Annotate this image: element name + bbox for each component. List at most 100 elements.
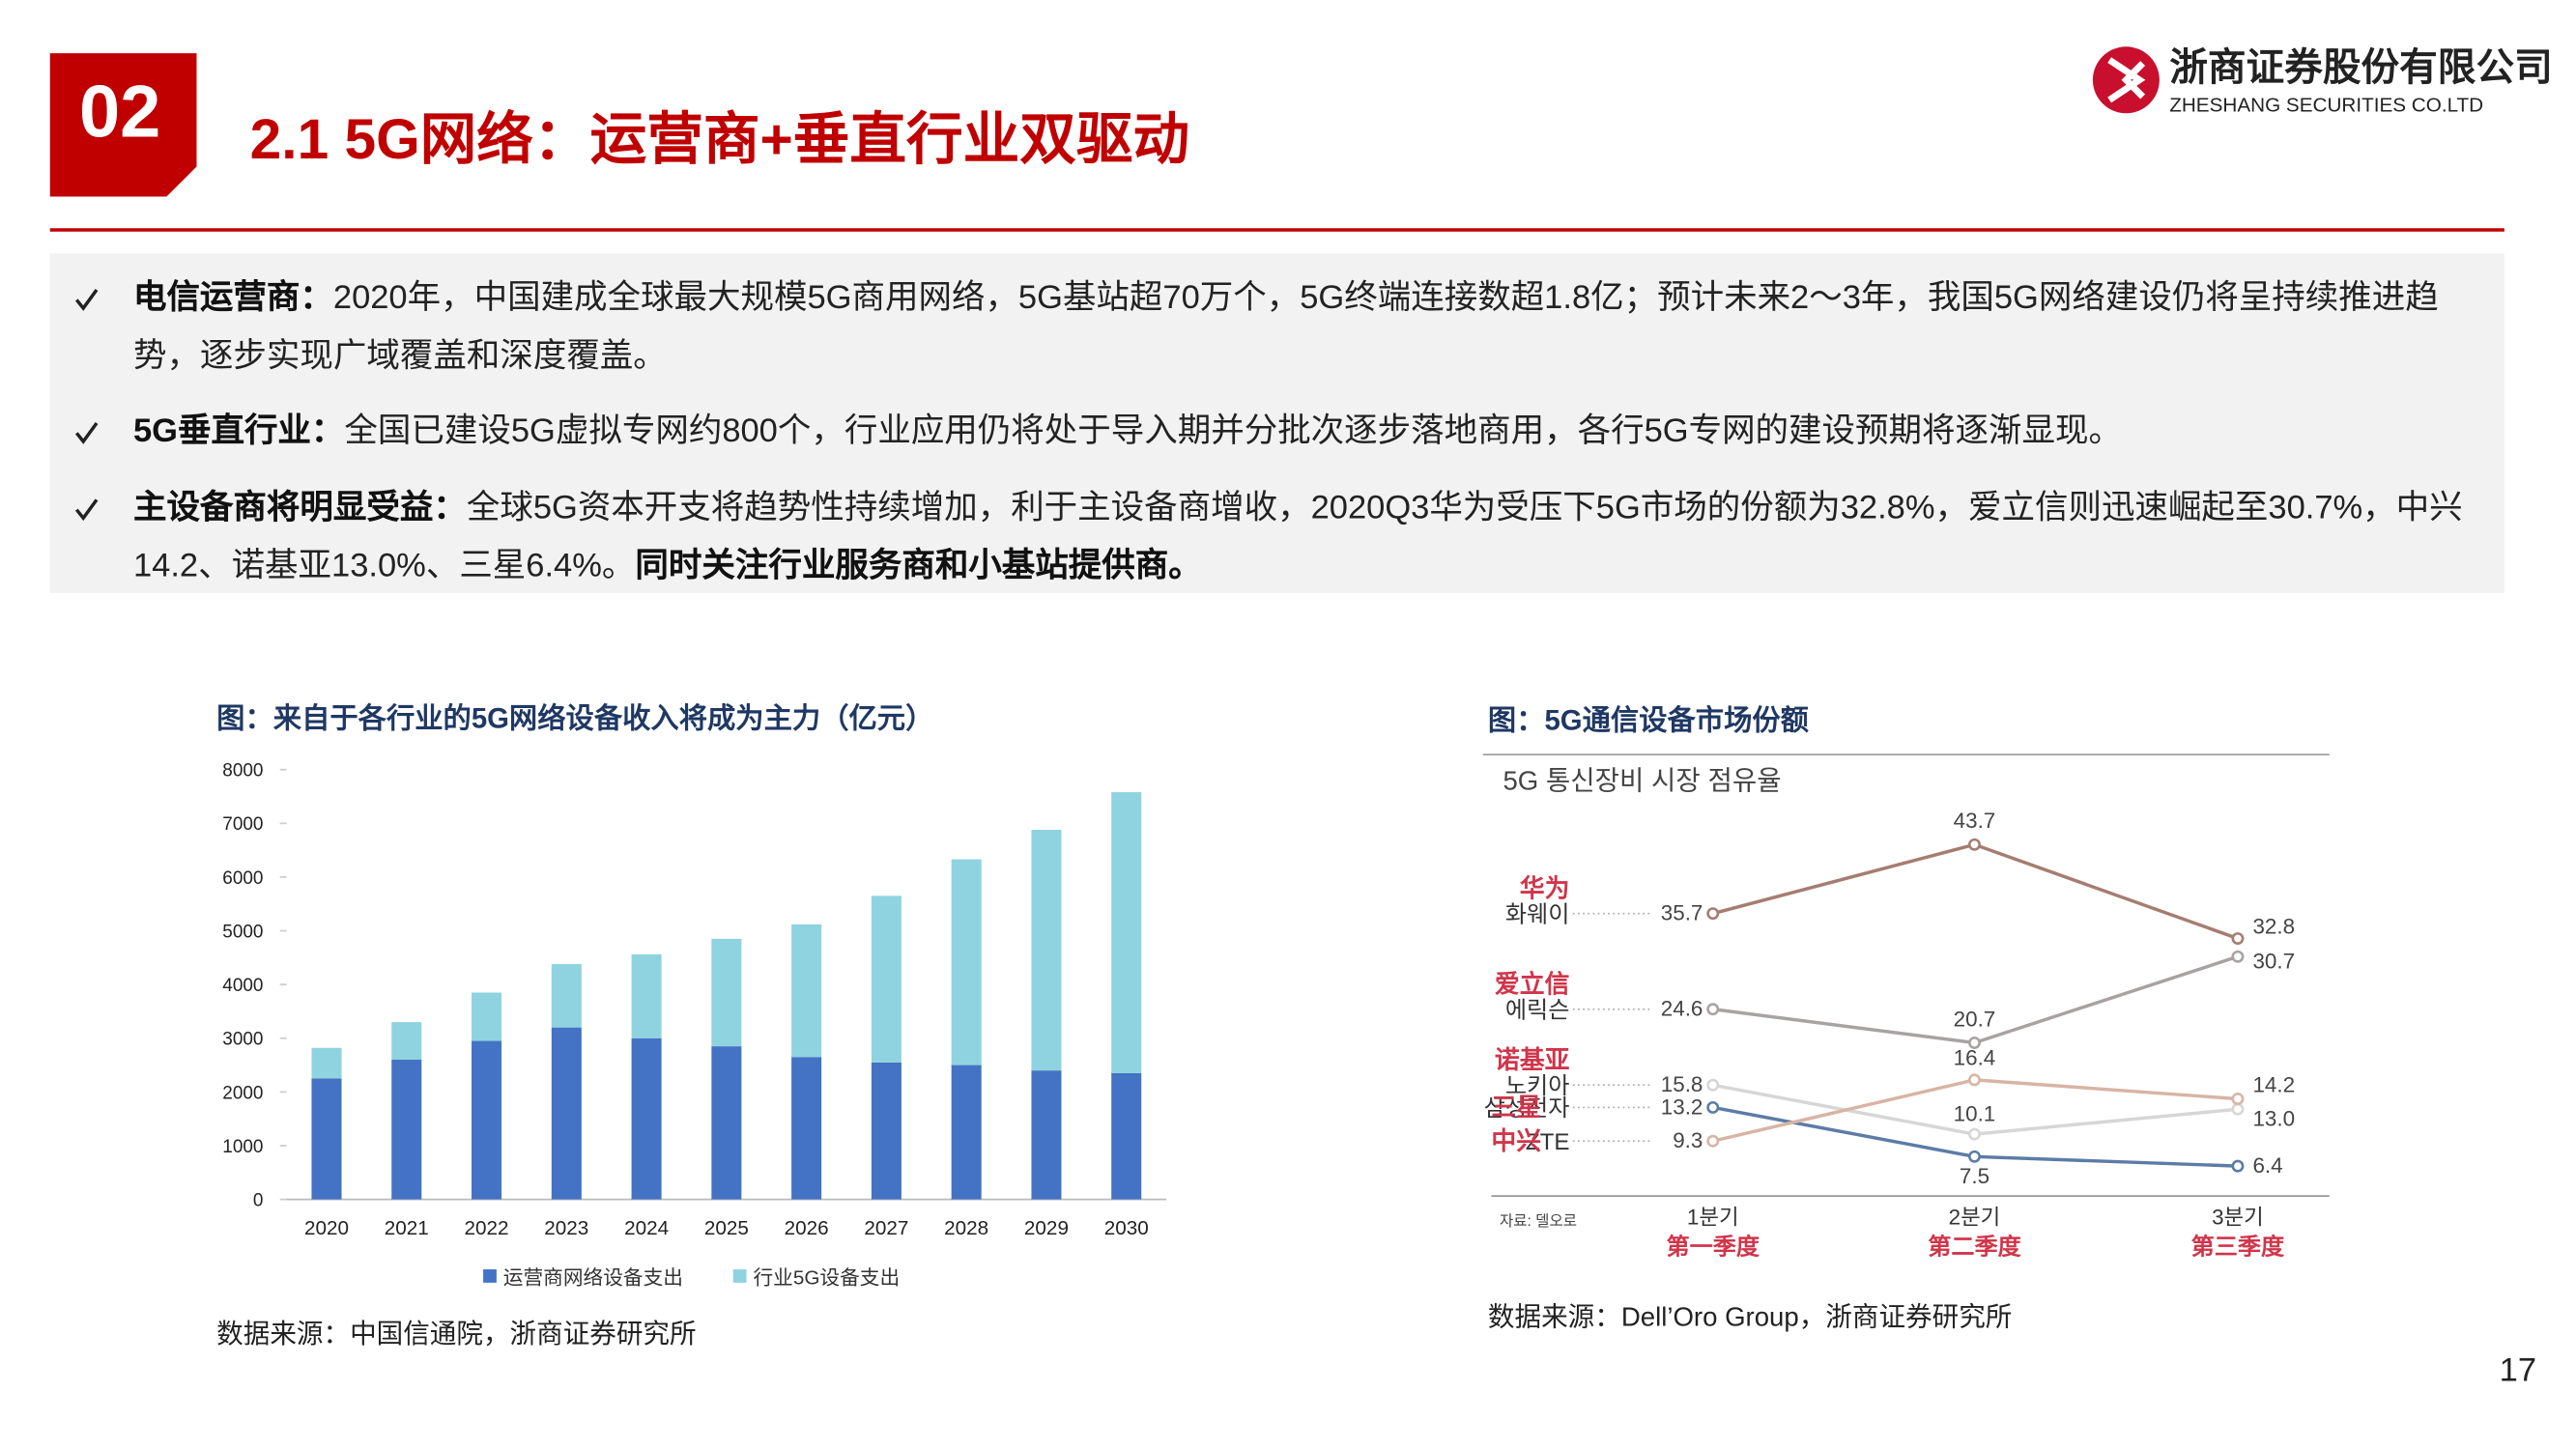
series-translation: 三星 bbox=[1491, 1094, 1541, 1122]
bar-segment bbox=[551, 1027, 582, 1200]
legend-swatch bbox=[483, 1269, 497, 1283]
y-tick-label: 2000 bbox=[222, 1083, 263, 1103]
value-label: 35.7 bbox=[1661, 901, 1703, 925]
x-tick-label: 3분기 bbox=[2212, 1205, 2264, 1229]
point bbox=[2231, 950, 2245, 963]
slide-title: 2.1 5G网络：运营商+垂直行业双驱动 bbox=[249, 108, 1190, 172]
bar-segment bbox=[1031, 1070, 1062, 1200]
y-tick-label: 1000 bbox=[222, 1137, 263, 1157]
point bbox=[1706, 1078, 1720, 1092]
chart-title: 图：5G通信设备市场份额 bbox=[1488, 703, 1810, 736]
bar-segment bbox=[1031, 829, 1062, 1071]
value-label: 15.8 bbox=[1661, 1072, 1703, 1096]
x-tick-label: 2028 bbox=[944, 1217, 988, 1239]
x-tick-label: 2030 bbox=[1104, 1217, 1149, 1239]
bullet-label: 电信运营商： bbox=[132, 279, 333, 317]
x-tick-translation: 第三季度 bbox=[2191, 1234, 2285, 1261]
chart-source: 数据来源：Dell’Oro Group，浙商证券研究所 bbox=[1488, 1302, 2012, 1332]
bar-segment bbox=[871, 895, 902, 1063]
check-stroke bbox=[74, 421, 99, 444]
point bbox=[1968, 1127, 1981, 1141]
value-label: 9.3 bbox=[1673, 1128, 1703, 1152]
bullet: 5G垂直行业：全国已建设5G虚拟专网约800个，行业应用仍将处于导入期并分批次逐… bbox=[133, 403, 2475, 461]
series-name: 노키아 bbox=[1505, 1073, 1570, 1099]
company-cn: 浙商证券股份有限公司 bbox=[2169, 46, 2553, 89]
bar-chart: 图：来自于各行业的5G网络设备收入将成为主力（亿元） 0 1000 2000 3000 4… bbox=[216, 702, 1167, 1349]
y-tick-label: 3000 bbox=[222, 1030, 263, 1050]
point bbox=[1706, 1003, 1720, 1016]
legend-swatch bbox=[732, 1269, 747, 1283]
value-label: 7.5 bbox=[1960, 1164, 1989, 1188]
bar-segment bbox=[1111, 1072, 1142, 1200]
point bbox=[1706, 1134, 1720, 1148]
series-line bbox=[1712, 842, 2239, 941]
x-tick-translation: 第一季度 bbox=[1666, 1234, 1760, 1261]
point bbox=[1706, 907, 1720, 921]
page-number: 17 bbox=[2499, 1352, 2537, 1390]
point bbox=[2231, 1159, 2245, 1173]
summary-box bbox=[49, 253, 2504, 593]
chart-subtitle: 5G 통신장비 시장 점유율 bbox=[1503, 765, 1781, 795]
bullet-emphasis: 同时关注行业服务商和小基站提供商。 bbox=[635, 548, 1202, 585]
check-stroke bbox=[74, 289, 99, 311]
x-tick-label: 2023 bbox=[544, 1217, 588, 1239]
y-tick-label: 6000 bbox=[222, 868, 263, 889]
bar-segment bbox=[631, 954, 662, 1038]
point bbox=[1968, 838, 1981, 851]
x-tick-label: 2분기 bbox=[1949, 1205, 2001, 1229]
x-tick-label: 2021 bbox=[385, 1217, 429, 1239]
check-icon bbox=[74, 421, 99, 444]
chart-note: 자료: 델오로 bbox=[1500, 1212, 1577, 1230]
value-label: 20.7 bbox=[1954, 1007, 1996, 1031]
section-number: 02 bbox=[79, 71, 160, 153]
value-label: 24.6 bbox=[1661, 997, 1703, 1021]
x-tick-label: 2027 bbox=[864, 1217, 908, 1239]
legend-label: 运营商网络设备支出 bbox=[503, 1267, 683, 1290]
y-tick-label: 5000 bbox=[222, 922, 263, 942]
value-label: 16.4 bbox=[1954, 1045, 1996, 1069]
bar-segment bbox=[472, 1040, 502, 1200]
point bbox=[2231, 932, 2245, 946]
check-stroke bbox=[74, 498, 99, 522]
series-name: 화웨이 bbox=[1505, 901, 1570, 927]
point bbox=[1706, 1100, 1720, 1114]
bullet-label: 5G垂直行业： bbox=[132, 412, 345, 450]
point bbox=[1968, 1037, 1981, 1049]
y-tick-label: 7000 bbox=[222, 814, 263, 835]
bar-segment bbox=[951, 1065, 982, 1200]
legend-label: 行业5G设备支出 bbox=[753, 1267, 900, 1290]
bullet-text: 全国已建设5G虚拟专网约800个，行业应用仍将处于导入期并分批次逐步落地商用，各… bbox=[344, 412, 2122, 450]
bullet: 主设备商将明显受益：全球5G资本开支将趋势性持续增加，利于主设备商增收，2020… bbox=[133, 480, 2475, 597]
point bbox=[2231, 1093, 2245, 1105]
series-translation: 中兴 bbox=[1491, 1127, 1541, 1155]
x-tick-label: 2026 bbox=[785, 1217, 829, 1239]
series-translation: 华为 bbox=[1520, 873, 1570, 902]
point bbox=[1968, 1073, 1981, 1087]
chart-source: 数据来源：中国信通院，浙商证券研究所 bbox=[216, 1319, 696, 1349]
x-tick-label: 2022 bbox=[465, 1217, 509, 1239]
value-label: 14.2 bbox=[2252, 1073, 2295, 1097]
bar-segment bbox=[631, 1037, 662, 1200]
x-tick-label: 2024 bbox=[624, 1217, 669, 1239]
check-icon bbox=[74, 498, 99, 522]
bar-segment bbox=[551, 964, 582, 1028]
x-tick-label: 1분기 bbox=[1687, 1205, 1739, 1229]
value-label: 13.2 bbox=[1661, 1094, 1703, 1119]
bar-segment bbox=[391, 1060, 422, 1200]
bar-segment bbox=[472, 992, 502, 1041]
value-label: 6.4 bbox=[2252, 1153, 2282, 1178]
check-icon bbox=[74, 289, 99, 311]
bar-segment bbox=[951, 859, 982, 1065]
series-name: 에릭슨 bbox=[1505, 997, 1570, 1023]
value-label: 43.7 bbox=[1954, 809, 1996, 833]
chart-title: 图：来自于各行业的5G网络设备收入将成为主力（亿元） bbox=[216, 702, 933, 735]
bar-segment bbox=[391, 1022, 422, 1061]
point bbox=[1968, 1150, 1981, 1163]
bar-segment bbox=[711, 938, 742, 1047]
series-name: 삼성전자 bbox=[1484, 1095, 1570, 1122]
x-tick-label: 2029 bbox=[1024, 1217, 1069, 1239]
